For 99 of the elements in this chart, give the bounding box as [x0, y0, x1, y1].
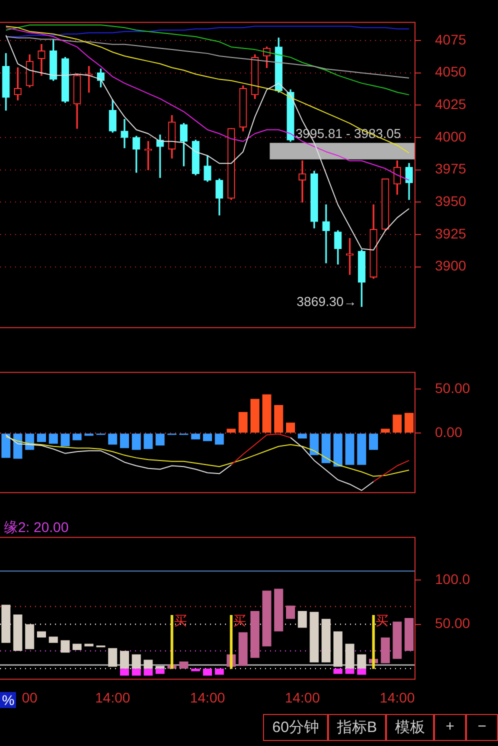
- bar: [60, 434, 70, 446]
- y-tick-label: 0.00: [435, 424, 462, 440]
- bar: [298, 434, 307, 438]
- data-label: 买: [233, 612, 246, 628]
- bar: [36, 631, 46, 638]
- x-tick-label: 14:00: [190, 689, 226, 706]
- bar: [230, 615, 233, 669]
- text: 指标B: [328, 714, 386, 741]
- bar: [84, 644, 94, 646]
- bar: [120, 650, 130, 669]
- candlestick: [156, 134, 164, 178]
- bar: [333, 631, 342, 667]
- bar: [60, 640, 70, 653]
- y-tick-label: 4025: [435, 96, 466, 112]
- bar: [238, 412, 248, 433]
- bar: [170, 615, 174, 669]
- bar: [392, 414, 402, 433]
- y-tick-label: 100.0: [435, 570, 470, 587]
- bar: [132, 668, 141, 676]
- data-label: 买: [174, 612, 187, 628]
- text: 模板: [386, 714, 434, 741]
- bar: [214, 434, 224, 445]
- bar: [120, 434, 130, 448]
- bar: [202, 434, 212, 442]
- bar: [72, 644, 82, 650]
- bar: [357, 434, 366, 465]
- bar: [156, 668, 165, 674]
- bar: [25, 624, 34, 650]
- bar: [202, 668, 212, 676]
- data-label: 买: [376, 612, 388, 628]
- bar: [322, 434, 331, 464]
- bar: [191, 434, 200, 440]
- bar: [144, 434, 153, 450]
- bar: [1, 604, 10, 643]
- text: −: [466, 714, 498, 741]
- bar: [120, 668, 130, 676]
- bar: [36, 434, 46, 442]
- candlestick: [322, 204, 330, 264]
- bar: [262, 590, 272, 646]
- bar: [13, 434, 22, 459]
- bar: [108, 434, 118, 445]
- bar: [156, 666, 165, 669]
- y-tick-label: 50.00: [435, 380, 470, 396]
- bar: [368, 434, 378, 450]
- bar: [250, 610, 260, 658]
- bar: [404, 412, 414, 433]
- bar: [274, 588, 284, 632]
- y-tick-label: 3925: [435, 225, 466, 242]
- text: %: [0, 692, 16, 708]
- bar: [357, 668, 366, 675]
- y-tick-label: 50.00: [435, 615, 470, 632]
- bar: [72, 434, 82, 440]
- annotation: 3869.30→: [296, 294, 357, 310]
- x-tick-label: 14:00: [380, 689, 415, 706]
- bar: [333, 668, 342, 674]
- x-tick-label: 00: [22, 689, 38, 706]
- text: 60分钟: [263, 714, 328, 741]
- bar: [392, 622, 402, 659]
- bar: [274, 404, 284, 433]
- bar: [238, 632, 248, 666]
- y-tick-label: 4050: [435, 64, 466, 80]
- bar: [298, 610, 307, 628]
- bar: [250, 398, 260, 433]
- bar: [191, 668, 200, 672]
- bar: [179, 661, 188, 669]
- bar: [262, 394, 272, 433]
- bar: [404, 618, 414, 651]
- bar: [310, 434, 319, 456]
- bar: [1, 434, 10, 458]
- bar: [144, 660, 153, 669]
- bar: [345, 668, 354, 674]
- bar: [286, 422, 296, 433]
- x-tick-label: 14:00: [95, 689, 130, 706]
- bar: [380, 638, 390, 664]
- bar: [345, 644, 354, 669]
- y-tick-label: 3975: [435, 160, 466, 177]
- x-tick-label: 14:00: [284, 689, 320, 706]
- bar: [156, 434, 165, 446]
- bar: [286, 606, 296, 619]
- y-tick-label: 3950: [435, 193, 466, 210]
- bar: [310, 612, 319, 662]
- bar: [333, 434, 342, 467]
- y-tick-label: 4000: [435, 128, 466, 144]
- bar: [345, 434, 354, 465]
- bar: [144, 668, 153, 676]
- bar: [13, 614, 22, 651]
- y-tick-label: 4075: [435, 31, 466, 48]
- bar: [214, 668, 224, 675]
- bar: [132, 434, 141, 450]
- text: +: [434, 714, 466, 741]
- bar: [372, 615, 375, 669]
- text: 缘2: 20.00: [4, 519, 69, 537]
- y-tick-label: 3900: [435, 258, 466, 274]
- bar: [357, 654, 366, 669]
- bar: [48, 434, 58, 444]
- bar: [48, 636, 58, 643]
- bar: [322, 618, 331, 662]
- bar: [108, 648, 118, 667]
- bar: [132, 654, 141, 669]
